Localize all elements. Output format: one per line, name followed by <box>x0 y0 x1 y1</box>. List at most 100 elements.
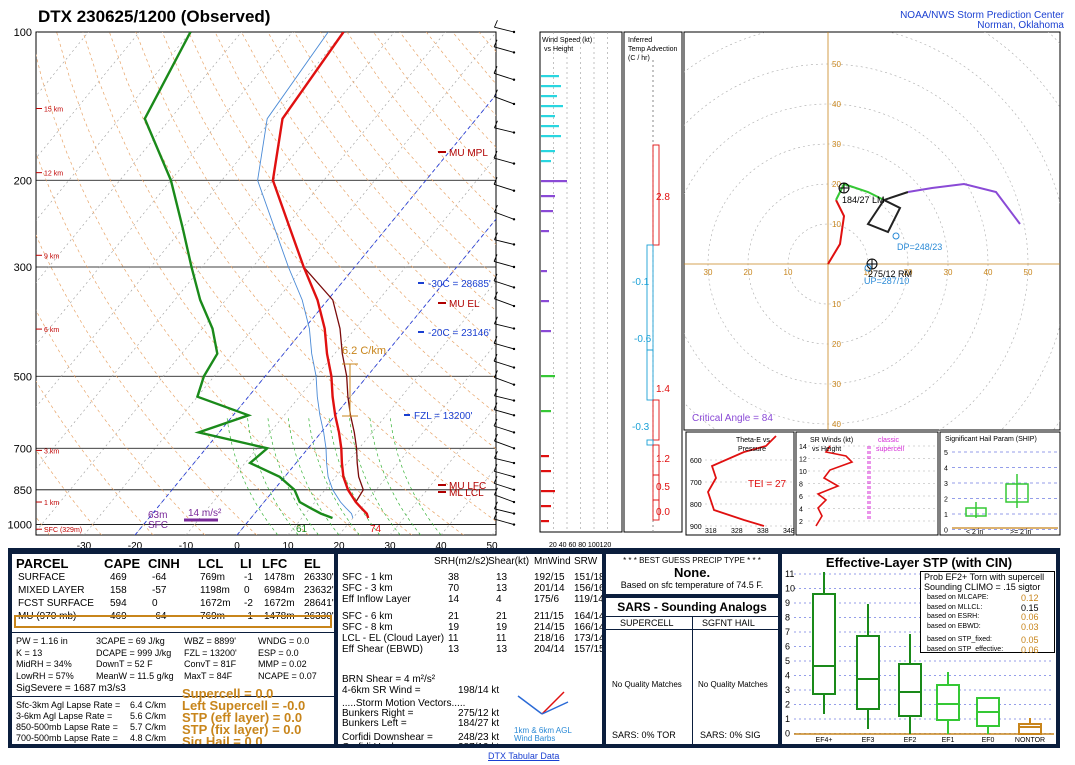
divider <box>12 632 334 633</box>
kinematic-row: 204/14 <box>534 644 565 655</box>
ship-ge: >= 2 in <box>1010 529 1032 536</box>
temperature-line <box>271 32 370 519</box>
index-row: WBZ = 8899' <box>184 636 236 646</box>
motion-row: 275/12 kt <box>458 708 500 719</box>
index-row: PW = 1.16 in <box>16 636 68 646</box>
index-row: WNDG = 0.0 <box>258 636 310 646</box>
hodo-ring-label: 10 <box>832 220 841 229</box>
hodo-ring-label: 10 <box>864 268 873 277</box>
moist-adiabat <box>246 415 299 535</box>
kinematic-row: SFC - 8 km <box>342 622 393 633</box>
storm-motion-title: .....Storm Motion Vectors..... <box>342 698 466 709</box>
wind-barb-dot <box>512 383 516 386</box>
sars-sig: SARS: 0% SIG <box>700 730 761 740</box>
temp-tick-label: 50 <box>486 541 498 552</box>
dry-adiabat <box>56 32 412 535</box>
wind-barb-flag <box>493 402 498 410</box>
parcel-row: -2 <box>244 598 253 609</box>
motion-row: Bunkers Left = <box>342 718 407 729</box>
pressure-tick-label: 200 <box>14 175 32 187</box>
kinematic-row: 13 <box>496 572 508 583</box>
sfc-label: SFC <box>148 520 168 531</box>
lapse-row: 6.4 C/km <box>130 700 167 710</box>
m30c-label: -30C = 28685' <box>428 279 491 290</box>
srw-y-label: 14 <box>799 444 807 451</box>
temp-tick-label: -20 <box>128 541 143 552</box>
wind-barb <box>493 360 515 368</box>
srw-y-label: 2 <box>799 519 803 526</box>
ws-bar <box>541 210 553 213</box>
precip-note: Based on sfc temperature of 74.5 F. <box>620 580 764 590</box>
wind-barb-flag <box>493 353 498 362</box>
kinematic-row: 4 <box>496 594 502 605</box>
ws-bar <box>541 520 549 523</box>
parcel-row: 26330' <box>304 572 334 583</box>
wind-speed-title: Wind Speed (kt) <box>542 37 592 44</box>
ta-bar <box>652 399 660 441</box>
srw-title2: vs Height <box>812 446 841 453</box>
wind-barb-flag <box>493 418 498 427</box>
stp-category-label: EF3 <box>862 737 875 744</box>
wind-barb-dot <box>512 523 516 526</box>
theta-title1: Theta-E vs <box>736 437 770 444</box>
kinematic-row: 19 <box>448 622 460 633</box>
isotherm <box>36 32 344 408</box>
ship-panel <box>939 431 1061 536</box>
prob-value: 0.12 <box>1021 593 1039 603</box>
wind-barb <box>493 342 515 350</box>
pressure-tick-label: 100 <box>14 27 32 39</box>
wind-barb-dot <box>512 414 516 417</box>
theta-x-label: 338 <box>757 528 769 535</box>
parcel-row: 1672m <box>200 598 231 609</box>
mu-el-label: MU EL <box>449 299 480 310</box>
parcel-row: MIXED LAYER <box>18 585 85 596</box>
temp-tick-label: -10 <box>179 541 194 552</box>
srw-y-label: 8 <box>799 482 803 489</box>
temp-tick-label: 10 <box>282 541 294 552</box>
ws-bar <box>541 330 551 333</box>
parcel-row: FCST SURFACE <box>18 598 94 609</box>
parcel-row: -1 <box>244 572 253 583</box>
stp-y-label: 5 <box>785 656 790 666</box>
lapse-row: 850-500mb Lapse Rate = <box>16 722 118 732</box>
theta-title2: Pressure <box>738 446 766 453</box>
parcel-row: 1478m <box>264 572 295 583</box>
tabular-data-link[interactable]: DTX Tabular Data <box>488 751 560 761</box>
composite-index: Left Supercell = -0.0 <box>182 698 306 713</box>
hodo-ring-label: 40 <box>984 268 993 277</box>
theta-x-label: 318 <box>705 528 717 535</box>
wind-barb-dot <box>512 265 516 269</box>
hodo-ring-label: 10 <box>832 300 841 309</box>
wind-barb-dot <box>512 512 516 515</box>
stp-y-label: 7 <box>785 627 790 637</box>
wind-barb-flag <box>493 177 498 185</box>
isotherm-highlight <box>134 94 496 535</box>
sars-nomatch2: No Quality Matches <box>698 680 768 689</box>
prob-label: based on ESRH: <box>927 613 980 620</box>
kinematics-box: SRH(m2/s2) Shear(kt) MnWind SRW SFC - 1 … <box>338 554 602 744</box>
stp-title: Effective-Layer STP (with CIN) <box>825 555 1013 570</box>
stp-category-label: EF2 <box>904 737 917 744</box>
kinematic-row: 119/14 <box>574 594 602 605</box>
skewt-profiles <box>143 32 370 520</box>
wind-barb-flag <box>493 476 498 484</box>
org-name: NOAA/NWS Storm Prediction Center <box>900 10 1065 21</box>
prob-label: based on EBWD: <box>927 622 981 630</box>
ws-bar <box>541 105 563 108</box>
parcel-box: PARCEL CAPE CINH LCL LI LFC EL SURFACE 46… <box>12 554 334 744</box>
wind-barb <box>494 508 515 515</box>
wetbulb-line <box>257 32 354 519</box>
index-row: FZL = 13200' <box>184 647 237 658</box>
wind-barb <box>493 260 515 268</box>
stp-y-label: 1 <box>785 714 790 724</box>
hodo-ring-label: 30 <box>832 140 841 149</box>
prob-label: based on STP_fixed: <box>927 636 992 643</box>
wind-barb-flag <box>494 388 498 396</box>
dewpoint-line <box>143 32 333 520</box>
lfc-header: LFC <box>262 556 288 571</box>
parcel-row: 0 <box>152 598 158 609</box>
lm-label: 184/27 LM <box>842 195 885 205</box>
stp-box: Effective-Layer STP (with CIN) 11 10 9 8 7 6 5… <box>782 554 1056 744</box>
hodo-ring-label: 80 <box>504 268 513 277</box>
wind-barb-flag <box>494 89 498 97</box>
